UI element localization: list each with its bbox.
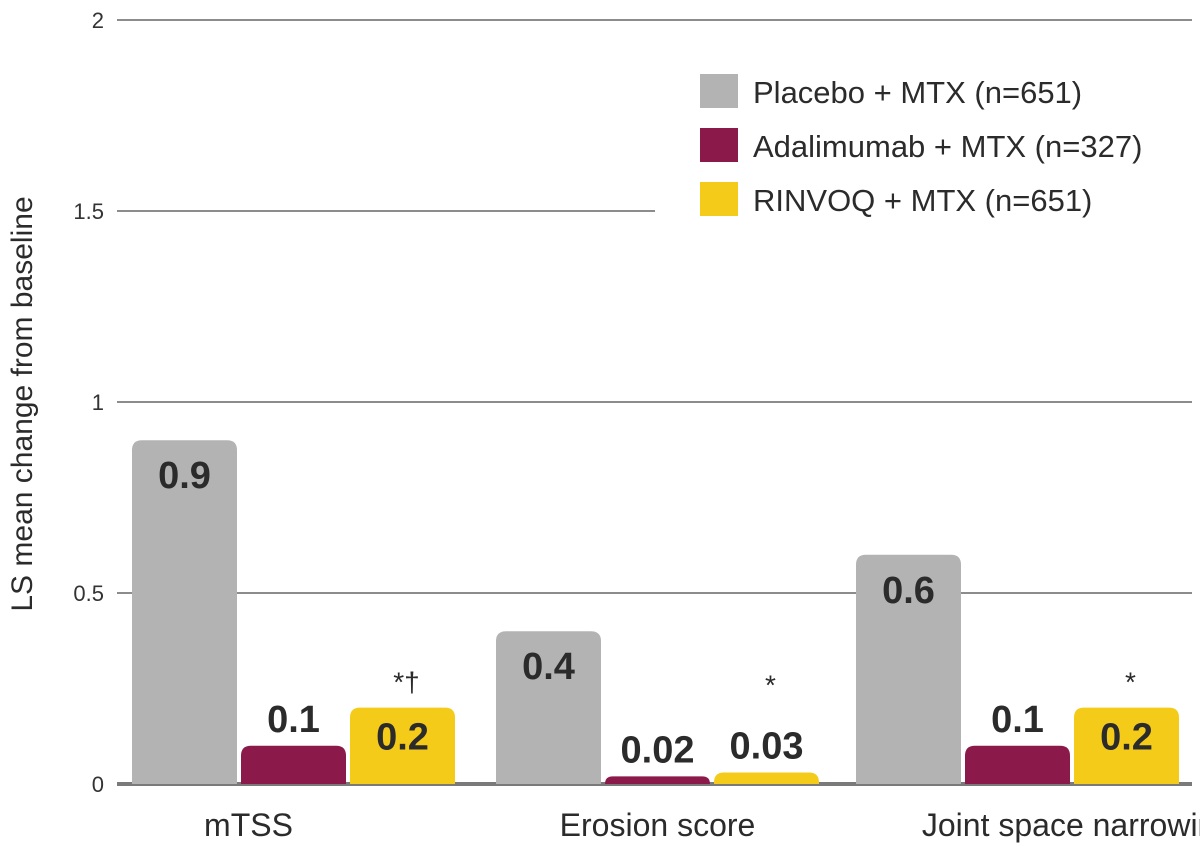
- data-label: 0.1: [267, 699, 320, 741]
- legend-label: RINVOQ + MTX (n=651): [753, 183, 1092, 218]
- y-axis-title: LS mean change from baseline: [6, 196, 39, 611]
- y-tick-label: 0: [92, 772, 104, 797]
- bar: [132, 440, 237, 784]
- significance-marker: *†: [393, 667, 419, 698]
- bar: [714, 772, 819, 784]
- data-label: 0.2: [376, 717, 429, 759]
- y-tick-label: 0.5: [73, 581, 104, 606]
- bar: [965, 745, 1070, 784]
- data-label: 0.6: [882, 570, 935, 612]
- legend-swatch: [700, 128, 738, 162]
- y-tick-label: 2: [92, 8, 104, 33]
- bar: [1074, 707, 1179, 784]
- significance-marker: *: [765, 670, 776, 701]
- y-tick-label: 1: [92, 390, 104, 415]
- data-label: 0.02: [621, 729, 695, 771]
- data-label: 0.9: [158, 455, 211, 497]
- grid-layer: 0 0.5 1 1.5 2: [73, 8, 1192, 797]
- bar: [350, 707, 455, 784]
- data-label: 0.2: [1100, 717, 1153, 759]
- bars-layer: [132, 440, 1179, 784]
- data-label: 0.4: [522, 646, 575, 688]
- bar: [241, 745, 346, 784]
- x-category-label: Erosion score: [560, 807, 756, 843]
- legend-label: Adalimumab + MTX (n=327): [753, 129, 1142, 164]
- legend-swatch: [700, 74, 738, 108]
- x-category-label: Joint space narrowing: [922, 807, 1200, 843]
- y-tick-label: 1.5: [73, 199, 104, 224]
- bar: [496, 631, 601, 784]
- legend: Placebo + MTX (n=651) Adalimumab + MTX (n…: [700, 74, 1142, 218]
- data-label: 0.03: [730, 726, 804, 768]
- bar: [856, 554, 961, 784]
- x-category-label: mTSS: [204, 807, 293, 843]
- bar: [605, 776, 710, 784]
- significance-marker: *: [1125, 667, 1136, 698]
- labels-layer: 0.9 0.1 0.2 mTSS 0.4 0.02 0.03 Erosion score 0.6…: [158, 455, 1200, 843]
- legend-swatch: [700, 182, 738, 216]
- legend-label: Placebo + MTX (n=651): [753, 75, 1082, 110]
- data-label: 0.1: [991, 699, 1044, 741]
